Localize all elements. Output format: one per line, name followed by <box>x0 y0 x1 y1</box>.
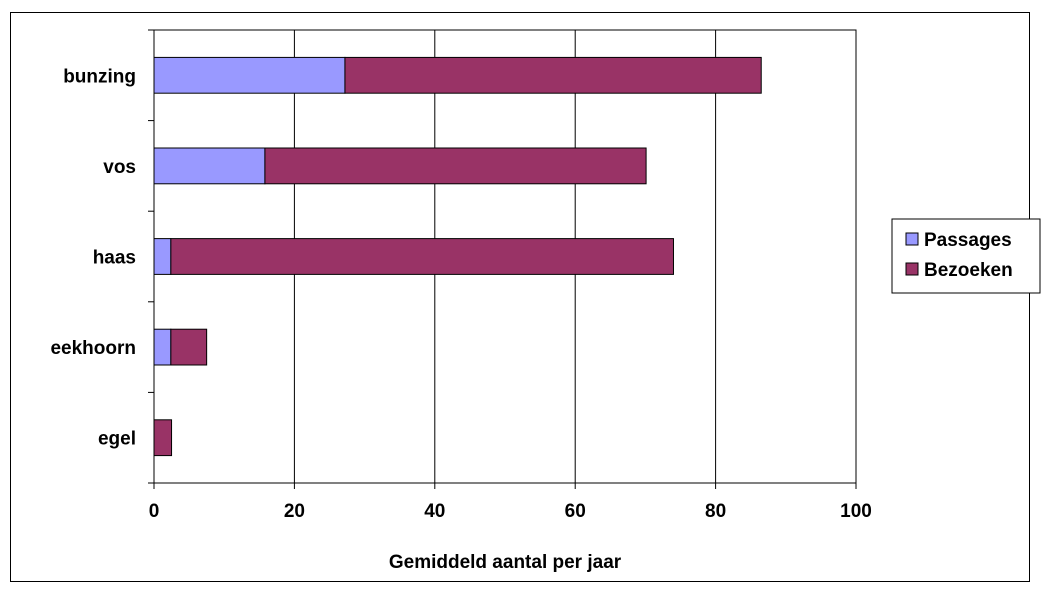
category-label: eekhoorn <box>50 338 136 359</box>
bar-passages-eekhoorn <box>153 328 172 366</box>
bar-bezoeken-eekhoorn <box>170 328 208 366</box>
legend: Passages Bezoeken <box>891 218 1041 294</box>
category-labels: bunzing vos haas eekhoorn egel <box>50 66 136 449</box>
bar-bezoeken-bunzing <box>344 56 762 94</box>
legend-box <box>891 218 1041 294</box>
legend-swatch <box>905 262 919 276</box>
axis-ticks <box>148 29 857 489</box>
legend-label: Bezoeken <box>924 260 1013 281</box>
x-tick-label: 100 <box>840 501 872 522</box>
category-label: vos <box>103 157 136 178</box>
x-tick-label: 80 <box>705 501 726 522</box>
x-tick-label: 40 <box>424 501 445 522</box>
bar-bezoeken-haas <box>170 238 674 275</box>
x-tick-label: 0 <box>149 501 160 522</box>
category-label: haas <box>93 248 136 269</box>
bar-passages-bunzing <box>153 56 346 94</box>
chart-frame <box>10 12 1030 582</box>
bars <box>153 56 762 457</box>
category-label: egel <box>98 429 136 450</box>
bar-bezoeken-vos <box>264 147 647 185</box>
legend-label: Passages <box>924 230 1012 251</box>
bar-bezoeken-egel <box>153 419 173 457</box>
bar-passages-haas <box>153 238 172 275</box>
x-tick-labels: 0 20 40 60 80 100 <box>149 501 872 522</box>
x-tick-label: 20 <box>284 501 305 522</box>
x-tick-label: 60 <box>565 501 586 522</box>
x-axis-title: Gemiddeld aantal per jaar <box>389 552 622 573</box>
category-label: bunzing <box>63 66 136 87</box>
bar-passages-vos <box>153 147 266 185</box>
legend-swatch <box>905 232 919 246</box>
